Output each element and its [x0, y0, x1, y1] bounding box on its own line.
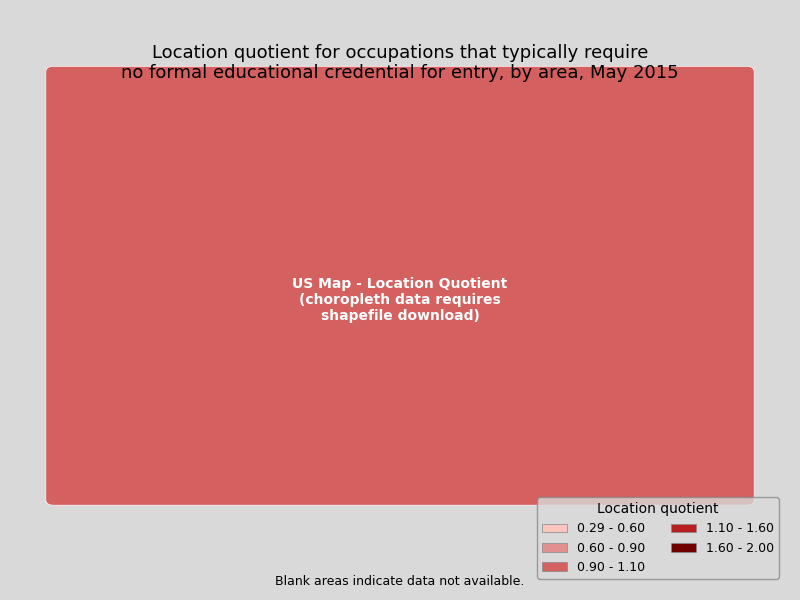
Text: Location quotient for occupations that typically require
no formal educational c: Location quotient for occupations that t…: [121, 43, 679, 82]
Text: US Map - Location Quotient
(choropleth data requires
shapefile download): US Map - Location Quotient (choropleth d…: [292, 277, 508, 323]
FancyBboxPatch shape: [46, 67, 754, 505]
Legend: 0.29 - 0.60, 0.60 - 0.90, 0.90 - 1.10, 1.10 - 1.60, 1.60 - 2.00: 0.29 - 0.60, 0.60 - 0.90, 0.90 - 1.10, 1…: [538, 497, 778, 579]
Text: Blank areas indicate data not available.: Blank areas indicate data not available.: [275, 575, 525, 588]
